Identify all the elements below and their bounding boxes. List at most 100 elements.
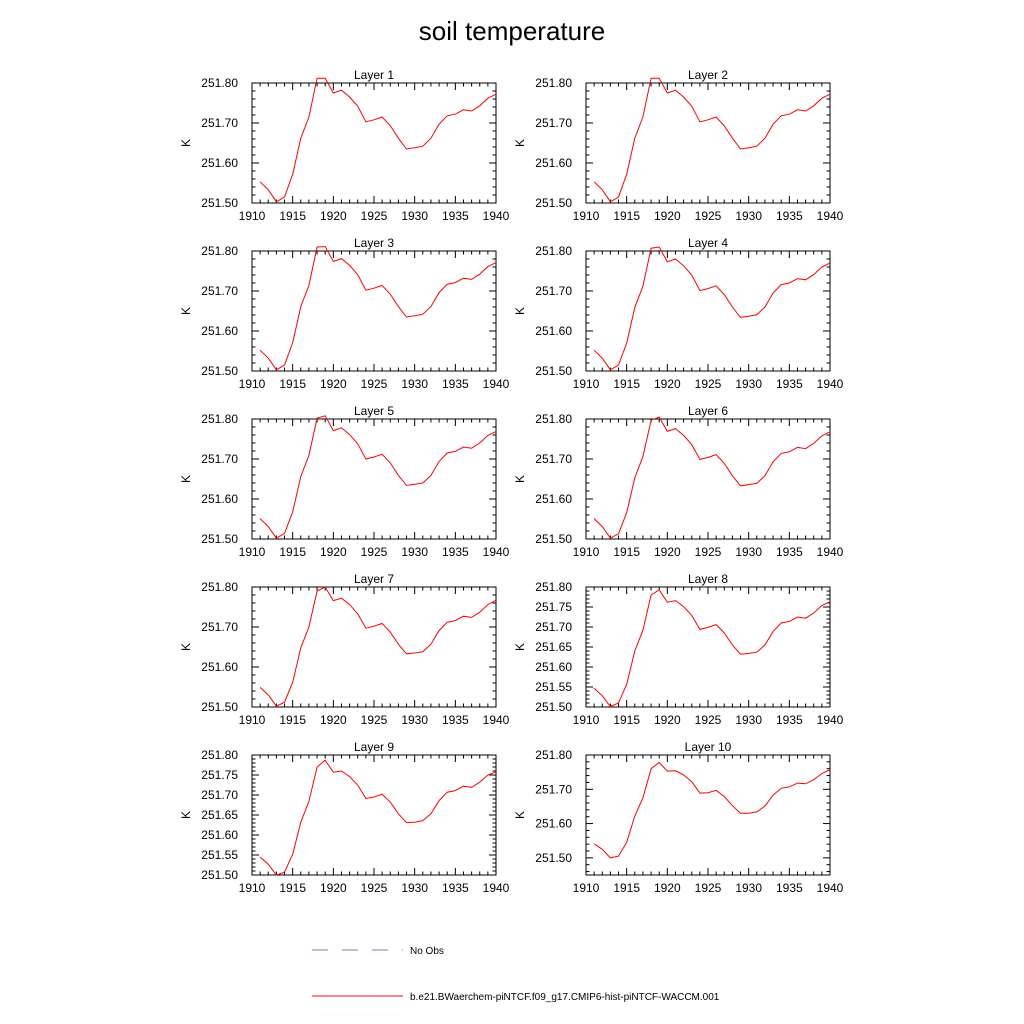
x-tick-label: 1915 (279, 881, 306, 895)
x-tick-label: 1935 (442, 713, 469, 727)
x-tick-label: 1940 (483, 545, 510, 559)
x-tick-label: 1920 (320, 377, 347, 391)
x-tick-label: 1930 (401, 209, 428, 223)
x-tick-label: 1920 (320, 713, 347, 727)
y-tick-label: 251.80 (201, 412, 238, 426)
x-tick-label: 1930 (401, 713, 428, 727)
panel-layer-4: Layer 4 K 1910 1915 1920 1925 1930 1935 1940 251.… (513, 236, 844, 391)
x-tick-label: 1925 (361, 209, 388, 223)
series-line (593, 589, 831, 708)
x-tick-label: 1930 (735, 881, 762, 895)
x-tick-label: 1910 (573, 881, 600, 895)
y-tick-label: 251.60 (535, 492, 572, 506)
x-tick-label: 1940 (483, 881, 510, 895)
y-tick-label: 251.65 (535, 640, 572, 654)
y-tick-label: 251.70 (535, 620, 572, 634)
x-tick-label: 1910 (573, 377, 600, 391)
panel-layer-3: Layer 3 K 1910 1915 1920 1925 1930 1935 1940 251.… (179, 236, 510, 391)
x-tick-label: 1935 (442, 209, 469, 223)
series-line (593, 761, 831, 859)
x-tick-label: 1925 (695, 209, 722, 223)
y-tick-label: 251.50 (201, 196, 238, 210)
x-tick-label: 1925 (361, 881, 388, 895)
series-line (593, 246, 831, 371)
x-tick-label: 1910 (573, 545, 600, 559)
legend: No Obs b.e21.BWaerchem-piNTCF.f09_g17.CM… (312, 946, 720, 1003)
x-tick-label: 1910 (239, 209, 266, 223)
y-axis-label: K (179, 811, 193, 819)
series-line (259, 586, 497, 707)
x-tick-label: 1930 (401, 545, 428, 559)
panel-layer-8: Layer 8 K 1910 1915 1920 1925 1930 1935 1940 251.… (513, 572, 844, 727)
panel-layer-5: Layer 5 K 1910 1915 1920 1925 1930 1935 1940 251.… (179, 404, 510, 559)
y-tick-label: 251.70 (535, 116, 572, 130)
y-tick-label: 251.60 (201, 492, 238, 506)
panel-layer-10: Layer 10 K 1910 1915 1920 1925 1930 1935 1940 251… (513, 740, 844, 895)
x-tick-label: 1910 (239, 881, 266, 895)
panel-title: Layer 3 (354, 236, 394, 250)
legend-no-obs-label: No Obs (410, 946, 444, 957)
x-tick-label: 1940 (817, 377, 844, 391)
panel-grid: Layer 1 K 1910 1915 1920 1925 1930 1935 1940 251.… (179, 68, 844, 895)
x-tick-label: 1930 (735, 713, 762, 727)
x-tick-label: 1925 (361, 377, 388, 391)
panel-title: Layer 7 (354, 572, 394, 586)
x-tick-label: 1915 (279, 377, 306, 391)
panel-title: Layer 4 (688, 236, 728, 250)
y-tick-label: 251.60 (201, 324, 238, 338)
x-tick-label: 1920 (654, 545, 681, 559)
y-tick-label: 251.50 (201, 532, 238, 546)
y-tick-label: 251.70 (535, 284, 572, 298)
series-line (259, 77, 497, 203)
x-tick-label: 1930 (735, 209, 762, 223)
y-tick-label: 251.80 (535, 244, 572, 258)
x-tick-label: 1935 (442, 377, 469, 391)
plot-frame (251, 754, 497, 876)
y-tick-label: 251.50 (535, 364, 572, 378)
y-tick-label: 251.70 (201, 452, 238, 466)
x-tick-label: 1940 (817, 881, 844, 895)
x-tick-label: 1915 (279, 713, 306, 727)
y-tick-label: 251.50 (201, 868, 238, 882)
x-tick-label: 1920 (654, 881, 681, 895)
y-axis-label: K (513, 643, 527, 651)
y-axis-label: K (513, 307, 527, 315)
x-tick-label: 1940 (483, 713, 510, 727)
x-tick-label: 1935 (776, 377, 803, 391)
series-line (259, 246, 497, 371)
x-tick-label: 1920 (320, 881, 347, 895)
x-tick-label: 1915 (613, 209, 640, 223)
plot-frame (585, 418, 831, 540)
x-tick-label: 1920 (320, 545, 347, 559)
y-tick-label: 251.70 (201, 116, 238, 130)
panel-layer-9: Layer 9 K 1910 1915 1920 1925 1930 1935 1940 251.… (179, 740, 510, 895)
x-tick-label: 1920 (320, 209, 347, 223)
y-tick-label: 251.65 (201, 808, 238, 822)
y-tick-label: 251.60 (201, 660, 238, 674)
plot-frame (585, 586, 831, 708)
y-tick-label: 251.50 (201, 364, 238, 378)
panel-title: Layer 9 (354, 740, 394, 754)
y-tick-label: 251.80 (535, 748, 572, 762)
y-axis-label: K (179, 307, 193, 315)
y-tick-label: 251.60 (535, 817, 572, 831)
panel-title: Layer 2 (688, 68, 728, 82)
y-tick-label: 251.80 (535, 76, 572, 90)
panel-layer-7: Layer 7 K 1910 1915 1920 1925 1930 1935 1940 251.… (179, 572, 510, 727)
x-tick-label: 1910 (573, 209, 600, 223)
y-tick-label: 251.60 (535, 156, 572, 170)
x-tick-label: 1925 (695, 545, 722, 559)
x-tick-label: 1915 (279, 545, 306, 559)
x-tick-label: 1940 (817, 713, 844, 727)
y-tick-label: 251.70 (201, 620, 238, 634)
y-tick-label: 251.80 (535, 412, 572, 426)
y-tick-label: 251.75 (201, 768, 238, 782)
panel-title: Layer 1 (354, 68, 394, 82)
x-tick-label: 1915 (613, 713, 640, 727)
y-tick-label: 251.55 (535, 680, 572, 694)
x-tick-label: 1925 (361, 545, 388, 559)
panel-title: Layer 5 (354, 404, 394, 418)
x-tick-label: 1920 (654, 209, 681, 223)
y-axis-label: K (513, 811, 527, 819)
